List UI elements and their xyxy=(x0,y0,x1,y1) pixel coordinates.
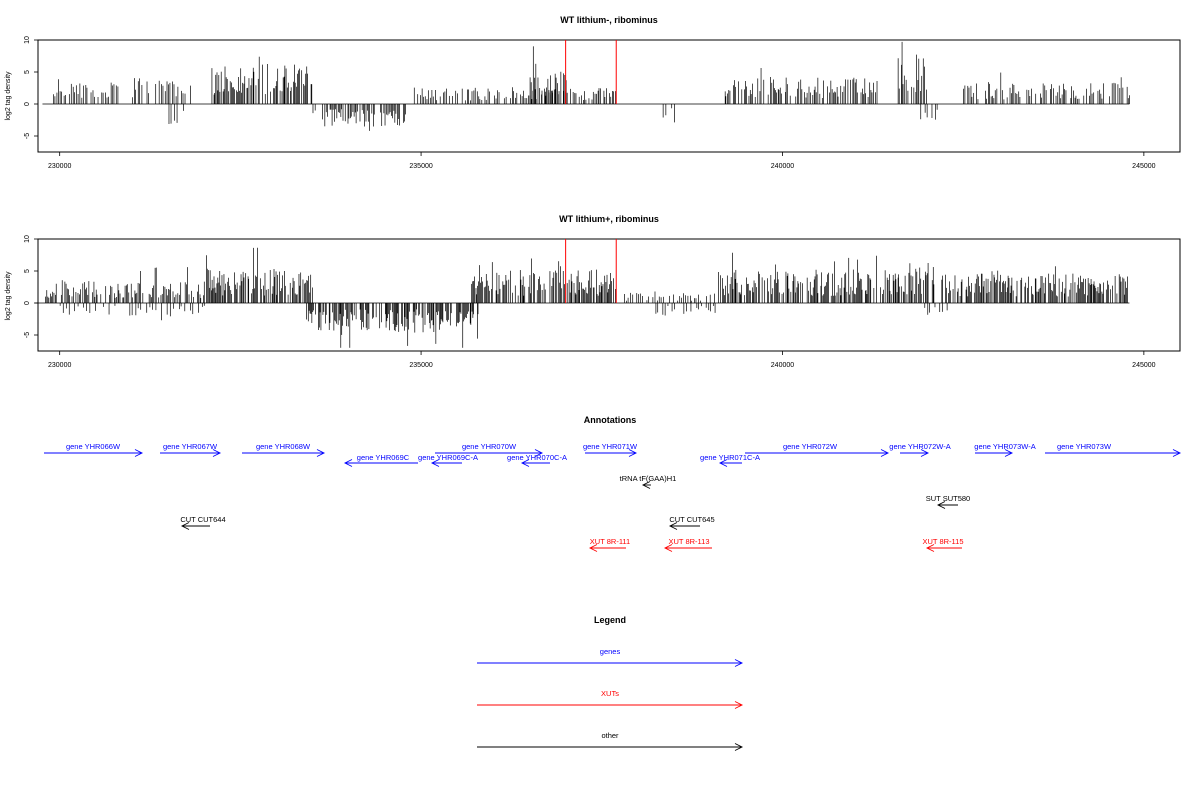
feature-label: gene YHR072W xyxy=(783,442,838,451)
feature-label: tRNA tF(GAA)H1 xyxy=(620,474,677,483)
feature-gene-yhr071c-a: gene YHR071C-A xyxy=(700,453,760,467)
feature-label: XUT 8R-111 xyxy=(590,537,630,546)
x-tick-label: 235000 xyxy=(409,163,432,170)
feature-gene-yhr070w: gene YHR070W xyxy=(435,442,544,457)
arrowhead xyxy=(925,544,935,552)
feature-gene-yhr068w: gene YHR068W xyxy=(242,442,326,457)
feature-cut-cut645: CUT CUT645 xyxy=(668,515,715,530)
feature-label: SUT SUT580 xyxy=(926,494,970,503)
arrowhead xyxy=(668,522,678,530)
x-tick-label: 245000 xyxy=(1132,163,1155,170)
arrowhead xyxy=(718,459,728,467)
legend-label: other xyxy=(601,731,619,740)
arrowhead xyxy=(212,449,222,457)
coverage-panel-lithium-minus: WT lithium-, ribominus log2 tag density 10… xyxy=(5,15,1181,170)
arrowhead xyxy=(343,459,353,467)
y-tick-label: -5 xyxy=(24,332,31,338)
feature-gene-yhr072w: gene YHR072W xyxy=(745,442,890,457)
arrowhead xyxy=(936,501,946,509)
feature-label: gene YHR072W-A xyxy=(889,442,950,451)
feature-xut-8r-115: XUT 8R-115 xyxy=(923,537,964,552)
x-tick-label: 230000 xyxy=(48,362,71,369)
arrowhead xyxy=(920,449,930,457)
y-axis-label: log2 tag density xyxy=(5,271,12,321)
feature-label: XUT 8R-113 xyxy=(669,537,710,546)
feature-label: gene YHR069C-A xyxy=(418,453,478,462)
arrowhead xyxy=(520,459,530,467)
arrowhead xyxy=(734,701,744,709)
feature-label: gene YHR067W xyxy=(163,442,218,451)
legend-item-other: other xyxy=(477,731,744,751)
x-tick-label: 240000 xyxy=(771,163,794,170)
y-tick-label: -5 xyxy=(24,133,31,139)
arrowhead xyxy=(588,544,598,552)
feature-label: gene YHR073W xyxy=(1057,442,1112,451)
feature-gene-yhr066w: gene YHR066W xyxy=(44,442,144,457)
arrowhead xyxy=(663,544,673,552)
feature-xut-8r-113: XUT 8R-113 xyxy=(663,537,712,552)
arrowhead xyxy=(641,481,651,489)
feature-gene-yhr067w: gene YHR067W xyxy=(160,442,222,457)
plot-frame xyxy=(37,39,1181,153)
arrowhead xyxy=(1172,449,1182,457)
y-tick-label: 10 xyxy=(24,235,31,243)
legend-item-genes: genes xyxy=(477,647,744,667)
feature-gene-yhr069c: gene YHR069C xyxy=(343,453,418,467)
arrowhead xyxy=(880,449,890,457)
legend: Legend genes XUTs other xyxy=(477,615,744,751)
arrowhead xyxy=(1004,449,1014,457)
arrowhead xyxy=(180,522,190,530)
feature-label: gene YHR071W xyxy=(583,442,638,451)
feature-label: gene YHR068W xyxy=(256,442,311,451)
arrowhead xyxy=(316,449,326,457)
feature-label: gene YHR071C-A xyxy=(700,453,760,462)
feature-label: gene YHR070W xyxy=(462,442,517,451)
feature-gene-yhr071w: gene YHR071W xyxy=(583,442,638,457)
feature-gene-yhr069c-a: gene YHR069C-A xyxy=(418,453,478,467)
arrowhead xyxy=(430,459,440,467)
feature-cut-cut644: CUT CUT644 xyxy=(180,515,226,530)
panel-title: WT lithium+, ribominus xyxy=(559,214,659,224)
feature-label: gene YHR073W-A xyxy=(974,442,1035,451)
feature-label: CUT CUT645 xyxy=(669,515,714,524)
annotation-track: Annotations gene YHR066W gene YHR067W gene… xyxy=(44,415,1182,552)
panel-title: WT lithium-, ribominus xyxy=(560,15,658,25)
y-tick-label: 0 xyxy=(24,301,31,305)
feature-gene-yhr073w-a: gene YHR073W-A xyxy=(974,442,1036,457)
feature-gene-yhr073w: gene YHR073W xyxy=(1045,442,1182,457)
feature-label: gene YHR066W xyxy=(66,442,121,451)
arrowhead xyxy=(534,449,544,457)
feature-gene-yhr070c-a: gene YHR070C-A xyxy=(507,453,567,467)
plot-frame xyxy=(37,238,1181,352)
feature-label: CUT CUT644 xyxy=(180,515,225,524)
annotations-title: Annotations xyxy=(584,415,637,425)
legend-title: Legend xyxy=(594,615,626,625)
x-tick-label: 235000 xyxy=(409,362,432,369)
feature-trna-tf-gaa-h1: tRNA tF(GAA)H1 xyxy=(620,474,677,489)
legend-label: genes xyxy=(600,647,621,656)
feature-sut-sut580: SUT SUT580 xyxy=(926,494,970,509)
x-tick-label: 230000 xyxy=(48,163,71,170)
feature-label: gene YHR070C-A xyxy=(507,453,567,462)
arrowhead xyxy=(734,659,744,667)
legend-item-xuts: XUTs xyxy=(477,689,744,709)
x-tick-label: 240000 xyxy=(771,362,794,369)
y-axis-label: log2 tag density xyxy=(5,71,12,121)
y-tick-label: 10 xyxy=(24,36,31,44)
arrowhead xyxy=(628,449,638,457)
feature-gene-yhr072w-a: gene YHR072W-A xyxy=(889,442,951,457)
arrowhead xyxy=(134,449,144,457)
feature-label: gene YHR069C xyxy=(357,453,410,462)
arrowhead xyxy=(734,743,744,751)
feature-xut-8r-111: XUT 8R-111 xyxy=(588,537,630,552)
y-tick-label: 5 xyxy=(24,269,31,273)
y-tick-label: 5 xyxy=(24,70,31,74)
y-tick-label: 0 xyxy=(24,102,31,106)
x-tick-label: 245000 xyxy=(1132,362,1155,369)
legend-label: XUTs xyxy=(601,689,619,698)
feature-label: XUT 8R-115 xyxy=(923,537,964,546)
coverage-panel-lithium-plus: WT lithium+, ribominus log2 tag density 10… xyxy=(5,214,1181,369)
